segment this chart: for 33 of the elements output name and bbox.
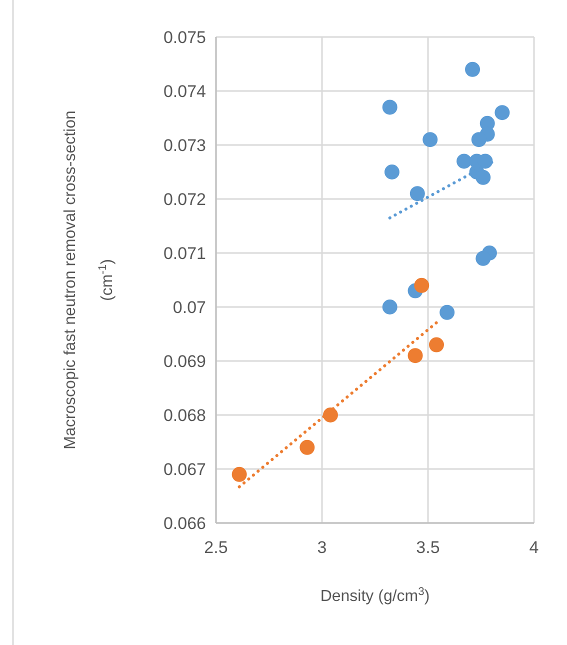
x-axis-title: Density (g/cm$^{3}$) xyxy=(320,586,430,605)
y-tick-label: 0.066 xyxy=(163,514,206,533)
point xyxy=(476,170,491,185)
y-tick-label: 0.07 xyxy=(172,298,206,317)
y-tick-label: 0.071 xyxy=(163,244,206,263)
point xyxy=(476,250,491,266)
point xyxy=(414,278,430,293)
x-tick-label: 4 xyxy=(529,538,539,557)
point xyxy=(232,466,247,482)
y-tick-label: 0.067 xyxy=(163,460,206,479)
y-tick-label: 0.075 xyxy=(163,28,206,47)
y-tick-label: 0.069 xyxy=(163,352,206,371)
point xyxy=(422,132,438,148)
point xyxy=(456,154,472,169)
point xyxy=(300,440,315,455)
y-tick-label: 0.072 xyxy=(163,190,206,209)
y-tick-label: 0.074 xyxy=(163,82,206,101)
point xyxy=(410,186,425,202)
point xyxy=(382,300,398,314)
y-tick-label: 0.068 xyxy=(163,406,206,425)
point xyxy=(440,304,455,320)
x-tick-label: 3 xyxy=(317,538,327,557)
point xyxy=(322,408,338,422)
point xyxy=(471,132,486,148)
point xyxy=(408,348,423,364)
point xyxy=(494,105,510,120)
point xyxy=(465,62,480,77)
x-tick-label: 3.5 xyxy=(416,538,440,557)
y-tick-label: 0.073 xyxy=(163,136,206,155)
point xyxy=(382,100,398,115)
point xyxy=(428,337,444,352)
x-tick-label: 2.5 xyxy=(204,538,228,557)
point xyxy=(384,164,400,180)
